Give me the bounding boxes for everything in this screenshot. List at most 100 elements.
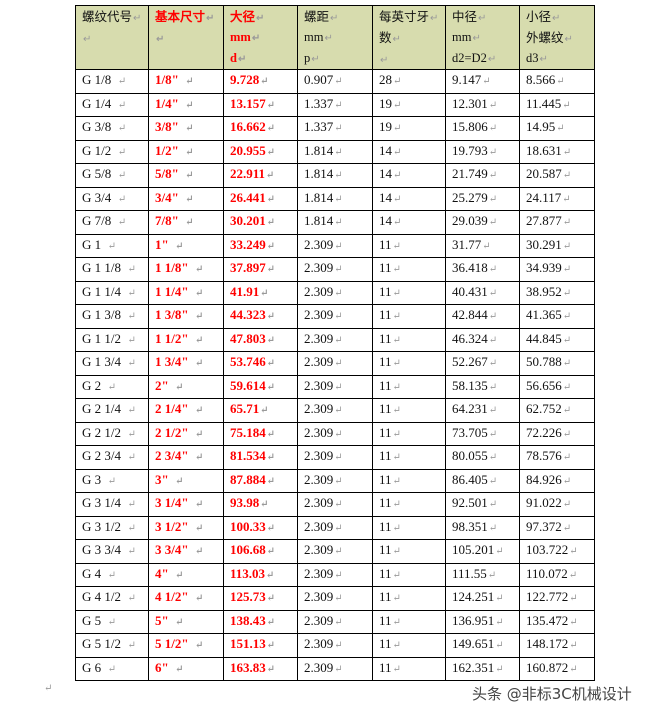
cell-text: 84.926 bbox=[526, 472, 571, 487]
cell-text: 1.814 bbox=[304, 143, 343, 158]
cell-minor-diameter: 44.845 bbox=[519, 327, 595, 352]
cell-thread-code: G 2 1/2 bbox=[75, 421, 149, 446]
cell-text: 19.793 bbox=[452, 143, 497, 158]
cell-text: 78.576 bbox=[526, 448, 571, 463]
cell-threads-per-inch: 11 bbox=[372, 515, 446, 540]
cell-nominal-size: 1/4" bbox=[148, 92, 224, 117]
table-row: G 3 3" 87.884 2.309 11 86.405 84.926 bbox=[75, 468, 595, 493]
cell-text: G 2 3/4 bbox=[82, 448, 136, 463]
cell-text: 3/4" bbox=[155, 190, 194, 205]
cell-text: 2.309 bbox=[304, 401, 343, 416]
cell-text: 11 bbox=[379, 660, 401, 675]
cell-text: 4 1/2" bbox=[155, 589, 203, 604]
cell-text: 1.337 bbox=[304, 119, 343, 134]
cell-text: G 1 3/8 bbox=[82, 307, 136, 322]
cell-text: 46.324 bbox=[452, 331, 497, 346]
cell-text: 11 bbox=[379, 331, 401, 346]
table-row: G 3 1/2 3 1/2" 100.33 2.309 11 98.351 97.372 bbox=[75, 515, 595, 540]
header-line: 数 bbox=[379, 27, 445, 48]
cell-threads-per-inch: 11 bbox=[372, 257, 446, 282]
cell-pitch-diameter: 36.418 bbox=[445, 257, 520, 282]
cell-text: 2.309 bbox=[304, 589, 343, 604]
cell-minor-diameter: 110.072 bbox=[519, 562, 595, 587]
cell-text: G 5/8 bbox=[82, 166, 126, 181]
cell-text: 97.372 bbox=[526, 519, 571, 534]
cell-minor-diameter: 62.752 bbox=[519, 398, 595, 423]
cell-pitch: 1.814 bbox=[297, 186, 373, 211]
cell-pitch: 1.814 bbox=[297, 139, 373, 164]
cell-text: 11 bbox=[379, 589, 401, 604]
cell-nominal-size: 2 3/4" bbox=[148, 445, 224, 470]
cell-minor-diameter: 78.576 bbox=[519, 445, 595, 470]
header-line: 大径 bbox=[230, 7, 297, 28]
cell-text: 21.749 bbox=[452, 166, 497, 181]
cell-pitch: 2.309 bbox=[297, 233, 373, 258]
cell-text: 148.172 bbox=[526, 636, 578, 651]
cell-pitch-diameter: 31.77 bbox=[445, 233, 520, 258]
cell-text: 26.441 bbox=[230, 190, 275, 205]
cell-text: 64.231 bbox=[452, 401, 497, 416]
cell-major-diameter: 106.68 bbox=[223, 539, 298, 564]
cell-pitch: 1.337 bbox=[297, 116, 373, 141]
cell-threads-per-inch: 14 bbox=[372, 210, 446, 235]
cell-text: 11 bbox=[379, 260, 401, 275]
cell-threads-per-inch: 11 bbox=[372, 562, 446, 587]
cell-text: 106.68 bbox=[230, 542, 275, 557]
cell-pitch-diameter: 80.055 bbox=[445, 445, 520, 470]
cell-text: 38.952 bbox=[526, 284, 571, 299]
cell-pitch-diameter: 58.135 bbox=[445, 374, 520, 399]
cell-text: G 3 bbox=[82, 472, 116, 487]
cell-threads-per-inch: 11 bbox=[372, 351, 446, 376]
cell-pitch-diameter: 29.039 bbox=[445, 210, 520, 235]
cell-text: 11 bbox=[379, 378, 401, 393]
cell-text: 11 bbox=[379, 425, 401, 440]
cell-text: 59.614 bbox=[230, 378, 275, 393]
table-row: G 1 1/4 1 1/4" 41.91 2.309 11 40.431 38.952 bbox=[75, 280, 595, 305]
cell-thread-code: G 3 1/2 bbox=[75, 515, 149, 540]
cell-nominal-size: 6" bbox=[148, 656, 224, 681]
header-line: 螺距 bbox=[304, 7, 372, 28]
cell-text: 22.911 bbox=[230, 166, 274, 181]
cell-text: 81.534 bbox=[230, 448, 275, 463]
header-line: d bbox=[230, 48, 297, 69]
cell-minor-diameter: 11.445 bbox=[519, 92, 595, 117]
cell-text: 14.95 bbox=[526, 119, 565, 134]
header-threads-per-inch: 每英寸牙数 bbox=[372, 5, 446, 70]
table-row: G 1 3/4 1 3/4" 53.746 2.309 11 52.267 50.788 bbox=[75, 351, 595, 376]
cell-text: 2 1/4" bbox=[155, 401, 203, 416]
cell-nominal-size: 5 1/2" bbox=[148, 633, 224, 658]
cell-text: 44.323 bbox=[230, 307, 275, 322]
cell-text: 11 bbox=[379, 636, 401, 651]
cell-nominal-size: 1 1/4" bbox=[148, 280, 224, 305]
table-row: G 5 5" 138.43 2.309 11 136.951 135.472 bbox=[75, 609, 595, 634]
cell-minor-diameter: 18.631 bbox=[519, 139, 595, 164]
cell-pitch: 2.309 bbox=[297, 562, 373, 587]
cell-text: G 4 bbox=[82, 566, 116, 581]
cell-pitch: 2.309 bbox=[297, 421, 373, 446]
cell-pitch-diameter: 52.267 bbox=[445, 351, 520, 376]
cell-major-diameter: 100.33 bbox=[223, 515, 298, 540]
cell-major-diameter: 151.13 bbox=[223, 633, 298, 658]
cell-text: 11 bbox=[379, 519, 401, 534]
cell-threads-per-inch: 14 bbox=[372, 139, 446, 164]
cell-pitch: 1.814 bbox=[297, 210, 373, 235]
cell-text: 29.039 bbox=[452, 213, 497, 228]
cell-text: G 2 bbox=[82, 378, 116, 393]
cell-text: 1 1/2" bbox=[155, 331, 203, 346]
cell-text: 11 bbox=[379, 237, 401, 252]
cell-threads-per-inch: 11 bbox=[372, 445, 446, 470]
cell-major-diameter: 26.441 bbox=[223, 186, 298, 211]
cell-text: 11 bbox=[379, 354, 401, 369]
table-row: G 2 1/4 2 1/4" 65.71 2.309 11 64.231 62.752 bbox=[75, 398, 595, 423]
cell-text: G 1/4 bbox=[82, 96, 126, 111]
table-row: G 5 1/2 5 1/2" 151.13 2.309 11 149.651 148.172 bbox=[75, 633, 595, 658]
cell-text: 5/8" bbox=[155, 166, 194, 181]
table-row: G 2 1/2 2 1/2" 75.184 2.309 11 73.705 72.226 bbox=[75, 421, 595, 446]
cell-thread-code: G 1 1/8 bbox=[75, 257, 149, 282]
cell-pitch-diameter: 86.405 bbox=[445, 468, 520, 493]
table-row: G 2 3/4 2 3/4" 81.534 2.309 11 80.055 78.576 bbox=[75, 445, 595, 470]
cell-thread-code: G 7/8 bbox=[75, 210, 149, 235]
cell-text: 124.251 bbox=[452, 589, 504, 604]
cell-threads-per-inch: 11 bbox=[372, 233, 446, 258]
cell-minor-diameter: 72.226 bbox=[519, 421, 595, 446]
